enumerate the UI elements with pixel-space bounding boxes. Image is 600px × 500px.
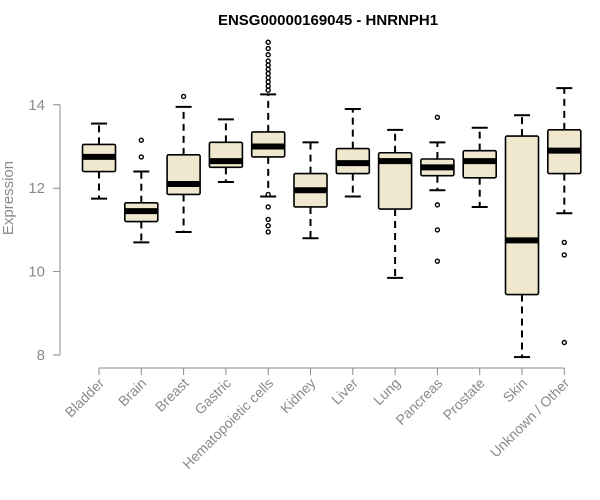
outlier-point [138, 137, 145, 143]
box-iqr [377, 151, 413, 210]
box-kidney [293, 141, 328, 240]
x-tick-label: Prostate [440, 375, 488, 423]
x-tick-label: Kidney [277, 375, 319, 417]
outlier-point [265, 66, 271, 73]
outlier-point [265, 204, 271, 210]
outlier-point [265, 52, 271, 58]
y-tick-label: 14 [28, 97, 45, 114]
outlier-point [265, 216, 271, 223]
box-unknown-other [546, 87, 582, 346]
box-prostate [462, 126, 498, 208]
outlier-point [434, 114, 441, 121]
y-tick-label: 10 [28, 264, 45, 281]
x-tick-label: Liver [328, 375, 361, 408]
y-tick-label: 12 [28, 180, 45, 197]
chart-title: ENSG00000169045 - HNRNPH1 [218, 12, 438, 29]
outlier-point [561, 239, 567, 246]
x-tick-label: Pancreas [392, 375, 445, 428]
x-tick-label: Bladder [62, 375, 108, 421]
outlier-point [180, 93, 187, 100]
outlier-point [265, 39, 271, 45]
box-lung [377, 128, 413, 279]
outlier-point [434, 202, 441, 208]
x-tick-label: Brain [115, 375, 149, 409]
box-bladder [81, 122, 117, 200]
outlier-point [265, 62, 271, 68]
outlier-point [265, 87, 271, 93]
x-tick-label: Lung [370, 375, 403, 408]
outlier-point [265, 45, 271, 52]
outlier-point [265, 191, 271, 198]
outlier-point [265, 79, 271, 85]
y-tick-label: 8 [37, 347, 45, 364]
outlier-point [265, 229, 271, 235]
box-brain [124, 137, 159, 244]
box-breast [166, 93, 201, 233]
x-tick-label: Skin [500, 375, 531, 406]
box-liver [335, 107, 371, 198]
box-hematopoietic-cells [250, 39, 286, 235]
outlier-point [265, 74, 271, 81]
outlier-point [265, 58, 271, 64]
outlier-point [561, 339, 567, 346]
box-gastric [208, 118, 244, 183]
y-axis-label: Expression [0, 161, 17, 235]
boxes-group [81, 39, 582, 359]
outlier-point [265, 223, 271, 229]
outlier-point [434, 227, 441, 233]
box-pancreas [420, 114, 455, 264]
x-tick-label: Unknown / Other [487, 375, 573, 461]
outlier-point [434, 258, 441, 264]
outlier-point [265, 70, 271, 77]
box-iqr [166, 154, 201, 196]
x-tick-label: Breast [152, 375, 192, 415]
box-skin [504, 114, 540, 359]
outlier-point [138, 154, 145, 160]
box-iqr [462, 149, 498, 179]
outlier-point [561, 252, 567, 258]
y-axis: 8 10 12 14 [28, 97, 61, 364]
box-iqr [504, 135, 540, 296]
outlier-point [265, 83, 271, 89]
